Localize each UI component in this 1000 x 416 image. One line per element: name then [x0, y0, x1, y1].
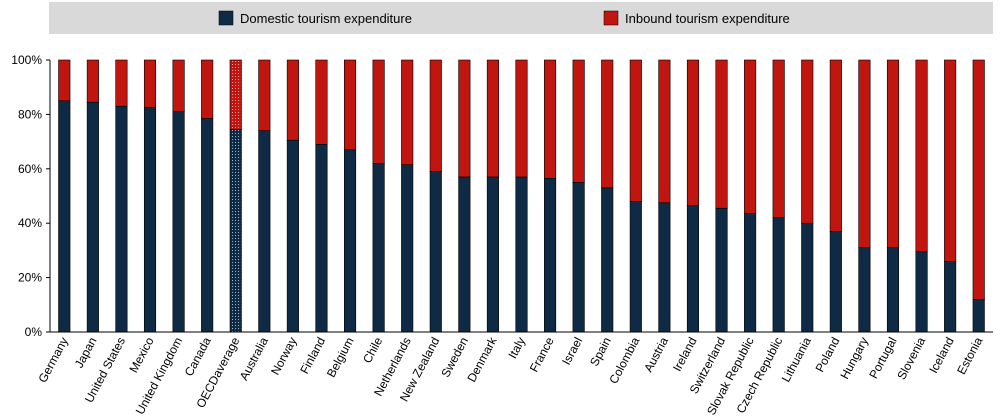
bar-inbound — [343, 59, 357, 151]
bar-inbound — [258, 59, 271, 132]
bar-inbound — [86, 59, 99, 103]
legend-swatch-inbound — [603, 10, 619, 26]
bar-domestic — [172, 111, 185, 333]
x-category-label: Mexico — [126, 335, 156, 375]
x-category-label: Chile — [360, 335, 385, 366]
bar-domestic — [343, 149, 357, 333]
bar-inbound — [772, 59, 785, 219]
bar-inbound — [658, 59, 671, 204]
bar-domestic — [686, 205, 700, 333]
bar-domestic — [115, 105, 128, 333]
bar-inbound — [515, 59, 528, 178]
bar-domestic — [972, 299, 985, 333]
bar-inbound — [915, 59, 928, 253]
y-tick-label: 20% — [18, 271, 42, 285]
bar-inbound — [315, 59, 328, 145]
bar-domestic — [544, 178, 557, 333]
bar-domestic — [58, 100, 71, 333]
bar-domestic — [715, 207, 728, 333]
bar-inbound — [629, 59, 642, 202]
bar-inbound — [143, 59, 157, 108]
x-category-label: Belgium — [324, 335, 357, 380]
legend: Domestic tourism expenditure Inbound tou… — [49, 2, 993, 34]
bar-inbound — [886, 59, 900, 248]
bar-domestic — [801, 222, 814, 333]
bar-domestic — [315, 144, 328, 333]
bar-inbound — [458, 59, 471, 178]
bar-inbound — [715, 59, 728, 209]
bar-inbound — [544, 59, 557, 179]
bar-domestic — [229, 129, 242, 333]
x-category-label: Austria — [641, 335, 671, 375]
bar-inbound — [229, 59, 242, 130]
bar-inbound — [286, 59, 299, 141]
bar-inbound — [972, 59, 985, 300]
bar-domestic — [829, 231, 842, 333]
bar-domestic — [601, 187, 614, 333]
bar-inbound — [572, 59, 585, 183]
bar-inbound — [944, 59, 957, 262]
x-category-label: Estonia — [954, 335, 985, 377]
bar-inbound — [486, 59, 499, 178]
x-category-label: Japan — [72, 335, 100, 370]
bar-inbound — [601, 59, 614, 189]
bar-domestic — [658, 202, 671, 333]
x-category-label: Israel — [559, 335, 585, 367]
bar-domestic — [258, 130, 271, 333]
bar-domestic — [915, 251, 928, 333]
bar-domestic — [944, 260, 957, 333]
y-tick-label: 100% — [11, 53, 42, 67]
bar-domestic — [629, 201, 642, 333]
bar-domestic — [858, 247, 871, 333]
bar-domestic — [486, 176, 499, 333]
bar-domestic — [886, 247, 900, 333]
x-category-label: Norway — [268, 335, 299, 377]
bar-domestic — [401, 164, 414, 333]
bar-domestic — [458, 176, 471, 333]
y-tick-label: 60% — [18, 162, 42, 176]
bar-inbound — [686, 59, 700, 206]
bar-inbound — [172, 59, 185, 112]
bar-inbound — [58, 59, 71, 102]
y-tick-label: 0% — [25, 325, 43, 339]
x-category-label: Germany — [35, 335, 71, 385]
x-category-label: Iceland — [926, 335, 957, 376]
bar-inbound — [115, 59, 128, 107]
legend-label-domestic: Domestic tourism expenditure — [240, 11, 412, 26]
legend-swatch-domestic — [218, 10, 234, 26]
bar-domestic — [86, 101, 99, 333]
y-tick-label: 40% — [18, 216, 42, 230]
y-tick-label: 80% — [18, 107, 42, 121]
bar-domestic — [429, 171, 442, 333]
bar-domestic — [286, 139, 299, 333]
legend-background — [49, 2, 993, 34]
bar-domestic — [372, 163, 385, 333]
x-category-label: Italy — [505, 335, 528, 361]
x-category-label: Finland — [297, 335, 328, 376]
bar-domestic — [772, 217, 785, 333]
bar-domestic — [143, 107, 157, 333]
bar-domestic — [201, 118, 214, 333]
legend-label-inbound: Inbound tourism expenditure — [625, 11, 790, 26]
bar-inbound — [429, 59, 442, 172]
bar-inbound — [858, 59, 871, 248]
x-category-label: France — [527, 335, 557, 375]
x-category-label: Poland — [813, 335, 843, 375]
x-category-label: Spain — [587, 335, 614, 369]
bar-domestic — [744, 213, 757, 333]
x-category-label: Ireland — [670, 335, 700, 374]
bar-domestic — [572, 182, 585, 333]
bars — [58, 59, 985, 333]
bar-inbound — [201, 59, 214, 119]
bar-inbound — [829, 59, 842, 232]
y-axis: 0% 20% 40% 60% 80% 100% — [11, 53, 51, 339]
bar-inbound — [801, 59, 814, 224]
bar-inbound — [372, 59, 385, 164]
bar-inbound — [744, 59, 757, 214]
bar-domestic — [515, 176, 528, 333]
bar-inbound — [401, 59, 414, 166]
x-category-label: Canada — [182, 335, 214, 379]
